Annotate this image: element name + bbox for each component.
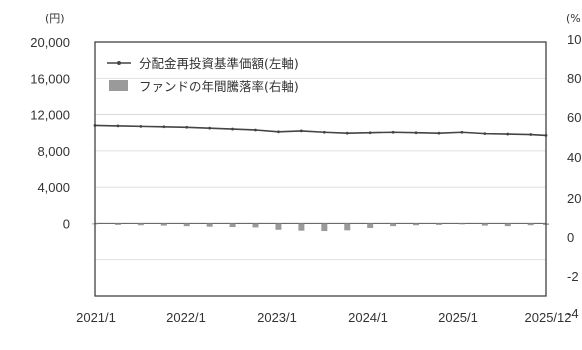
bar-mark [137, 223, 144, 226]
bar-mark [527, 223, 534, 226]
line-point [529, 133, 533, 136]
right-tick-label: 40 [567, 150, 581, 165]
bar-mark [458, 223, 465, 225]
right-tick-label: 80 [567, 71, 581, 86]
x-tick-label: 2024/1 [348, 310, 388, 325]
line-point [139, 124, 143, 128]
right-tick-label: 20 [567, 191, 581, 206]
bar-mark [298, 223, 305, 231]
legend: 分配金再投資基準価額(左軸) ファンドの年間騰落率(右軸) [107, 56, 299, 94]
line-point [345, 131, 349, 135]
x-tick-label: 2025/12 [525, 310, 572, 325]
left-tick-label: 8,000 [37, 144, 70, 159]
x-tick-label: 2023/1 [257, 310, 297, 325]
left-tick-label: 20,000 [30, 35, 70, 50]
bar-mark [435, 223, 442, 225]
bar-series [92, 223, 549, 232]
gridlines [95, 41, 546, 261]
line-point [162, 125, 166, 129]
bar-mark [413, 223, 420, 226]
right-tick-label: -4 [567, 306, 579, 321]
bar-mark [229, 223, 236, 228]
bar-mark [504, 223, 511, 227]
line-point [208, 126, 212, 130]
bar-mark [206, 223, 213, 227]
right-axis-unit: (% [566, 12, 581, 25]
bar-mark [160, 223, 167, 226]
right-axis-ticks: 10 80 60 40 20 0 -2 -4 [567, 32, 581, 321]
line-point [254, 128, 257, 132]
legend-line-marker [117, 61, 121, 65]
right-tick-label: 0 [567, 230, 574, 245]
x-tick-label: 2021/1 [76, 310, 116, 325]
line-point [391, 130, 395, 134]
bar-mark [114, 223, 121, 225]
x-axis-ticks: 2021/1 2022/1 2023/1 2024/1 2025/1 2025/12 [76, 310, 571, 325]
line-point [231, 127, 234, 131]
left-tick-label: 12,000 [30, 108, 70, 123]
left-tick-label: 0 [63, 216, 70, 231]
x-tick-label: 2022/1 [166, 310, 206, 325]
bar-mark [367, 223, 374, 228]
bar-mark [275, 223, 282, 230]
line-point [299, 129, 303, 133]
legend-bar-label: ファンドの年間騰落率(右軸) [139, 79, 299, 94]
right-tick-label: -2 [567, 269, 579, 284]
left-axis-unit: (円) [45, 12, 65, 25]
legend-line-label: 分配金再投資基準価額(左軸) [139, 56, 299, 71]
line-point [506, 132, 510, 136]
line-point [483, 132, 487, 136]
line-point [460, 130, 464, 134]
x-tick-label: 2025/1 [438, 310, 478, 325]
bar-mark [481, 223, 488, 226]
line-series [93, 124, 548, 137]
line-point [437, 131, 441, 135]
bar-mark [321, 223, 328, 232]
left-axis-ticks: 20,000 16,000 12,000 8,000 4,000 0 [30, 35, 70, 231]
bar-mark [252, 223, 259, 228]
left-tick-label: 16,000 [30, 71, 70, 86]
legend-bar-swatch [109, 80, 128, 91]
line-point [185, 125, 189, 129]
right-tick-label: 60 [567, 110, 581, 125]
line-point [414, 131, 418, 135]
bar-mark [183, 223, 190, 227]
bar-mark [390, 223, 397, 227]
line-point [277, 130, 280, 134]
left-tick-label: 4,000 [37, 180, 70, 195]
line-point [116, 124, 120, 128]
plot-frame [94, 41, 547, 297]
bar-mark [344, 223, 351, 231]
line-point [368, 131, 372, 135]
right-tick-label: 10 [567, 32, 581, 47]
line-point [322, 130, 326, 134]
